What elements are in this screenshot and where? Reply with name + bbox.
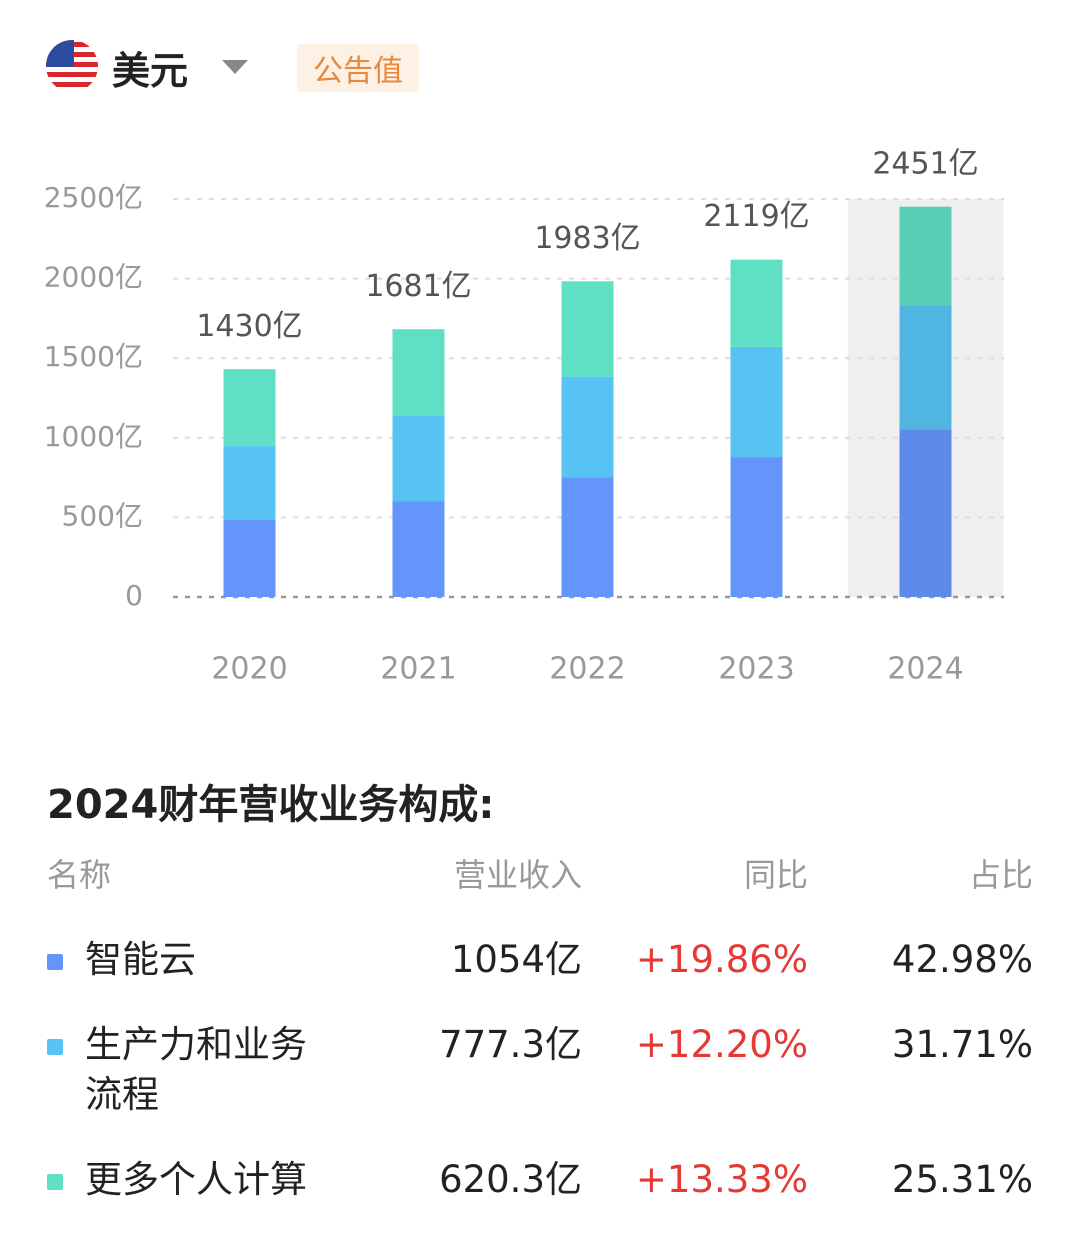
row-yoy: +13.33% [635,1158,808,1201]
row-share: 42.98% [891,938,1033,981]
row-yoy: +19.86% [635,938,808,981]
column-header: 同比 [743,856,808,894]
row-name: 智能云 [85,938,196,981]
x-tick-label: 2023 [718,652,794,687]
bar-segment [223,369,276,447]
y-tick-label: 500亿 [62,499,143,532]
row-yoy: +12.20% [635,1023,808,1066]
bar-segment [730,346,783,458]
currency[interactable]: 美元 [112,49,189,93]
table-title: 2024财年营收业务构成: [47,782,495,828]
bar-segment [899,305,952,430]
total-label: 1430亿 [196,309,302,344]
dropdown-arrow[interactable] [220,58,250,76]
badge: 公告值 [297,44,419,92]
bar-segment [392,501,445,597]
x-tick-label: 2021 [380,652,456,687]
bar-segment [561,281,614,377]
row-name: 生产力和业务流程 [85,1023,307,1116]
y-tick-label: 2000亿 [44,261,143,294]
total-label: 1681亿 [365,269,471,304]
bar-segment [899,206,952,306]
chart: 0 500亿 1000亿 1500亿 2000亿 2500亿 2020 1430亿 2021 16… [44,146,1004,687]
bar-segment [223,519,276,597]
bar-segment [730,457,783,597]
row-revenue: 620.3亿 [439,1158,582,1201]
legend-dot [47,1039,63,1055]
total-label: 2119亿 [703,199,809,234]
row-revenue: 777.3亿 [439,1023,582,1066]
y-tick-label: 1000亿 [44,420,143,453]
y-tick-label: 0 [125,579,143,612]
bar-segment [899,429,952,597]
x-tick-label: 2022 [549,652,625,687]
bar-segment [392,329,445,416]
bar-segment [223,446,276,520]
bar-segment [730,259,783,347]
legend-dot [47,1174,63,1190]
row-revenue: 1054亿 [450,938,582,981]
row-share: 31.71% [891,1023,1033,1066]
bar-segment [561,376,614,478]
bar-segment [392,415,445,502]
legend-dot [47,954,63,970]
total-label: 1983亿 [534,221,640,256]
column-header: 名称 [47,856,112,894]
bar-segment [561,477,614,597]
y-tick-label: 1500亿 [44,340,143,373]
row-name: 更多个人计算 [85,1158,307,1201]
column-header: 占比 [968,856,1033,894]
us-flag [46,40,98,92]
x-tick-label: 2020 [211,652,287,687]
column-header: 营业收入 [453,856,582,894]
total-label: 2451亿 [872,146,978,181]
row-share: 25.31% [891,1158,1033,1201]
y-tick-label: 2500亿 [44,181,143,214]
x-tick-label: 2024 [887,652,963,687]
